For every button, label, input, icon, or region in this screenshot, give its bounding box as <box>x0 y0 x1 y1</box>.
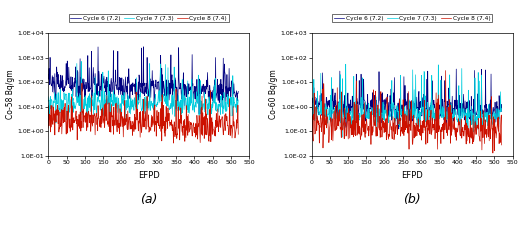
Y-axis label: Co-58 Bq/gm: Co-58 Bq/gm <box>6 70 15 119</box>
Y-axis label: Co-60 Bq/gm: Co-60 Bq/gm <box>269 70 278 119</box>
X-axis label: EFPD: EFPD <box>138 171 160 180</box>
Text: (b): (b) <box>403 193 421 206</box>
Text: (a): (a) <box>140 193 157 206</box>
Legend: Cycle 6 (7.2), Cycle 7 (7.3), Cycle 8 (7.4): Cycle 6 (7.2), Cycle 7 (7.3), Cycle 8 (7… <box>332 14 493 22</box>
X-axis label: EFPD: EFPD <box>401 171 423 180</box>
Legend: Cycle 6 (7.2), Cycle 7 (7.3), Cycle 8 (7.4): Cycle 6 (7.2), Cycle 7 (7.3), Cycle 8 (7… <box>69 14 229 22</box>
